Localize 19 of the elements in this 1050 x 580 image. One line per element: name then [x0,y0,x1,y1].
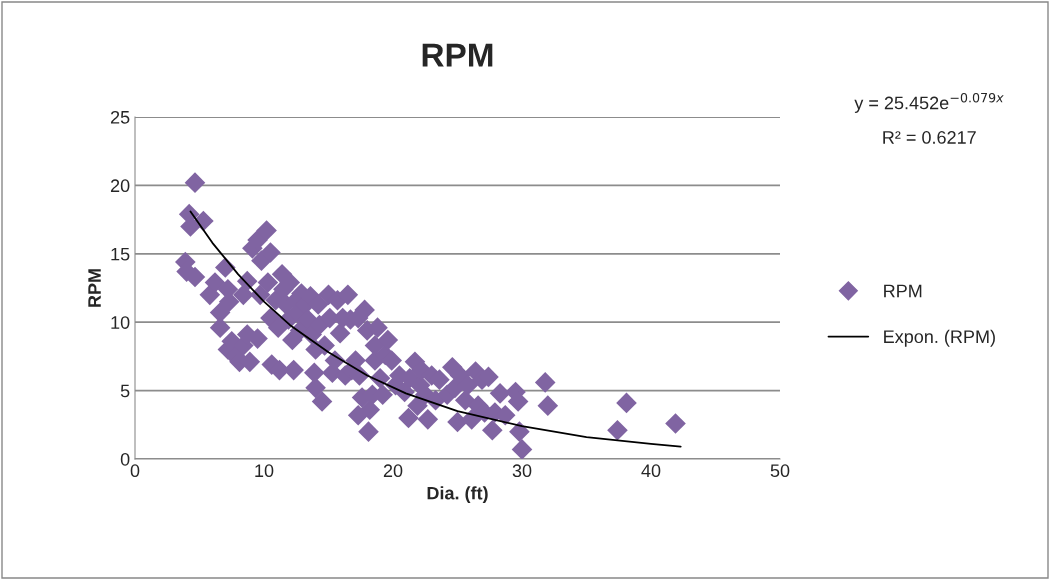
x-tick-label: 40 [641,464,661,478]
y-tick-label: 20 [110,179,130,193]
legend-label: Expon. (RPM) [884,329,995,347]
x-tick-label: 50 [770,464,790,478]
legend-label: RPM [884,284,922,298]
y-axis-title: RPM [88,269,101,307]
x-tick-label: 0 [130,464,140,478]
chart-title: RPM [422,43,493,67]
x-tick-label: 20 [383,464,403,478]
text: y = 25.452e$^{−0.079x}$ [854,92,1004,113]
x-tick-label: 30 [512,464,532,478]
y-tick-label: 0 [120,452,130,466]
x-tick-label: 10 [255,464,274,478]
y-tick-label: 10 [111,316,130,329]
text: R² = 0.6217 [883,131,976,144]
y-tick-label: 25 [110,110,130,124]
y-tick-label: 5 [120,384,130,398]
x-axis-title: Dia. (ft) [427,486,488,504]
y-tick-label: 15 [111,247,130,261]
